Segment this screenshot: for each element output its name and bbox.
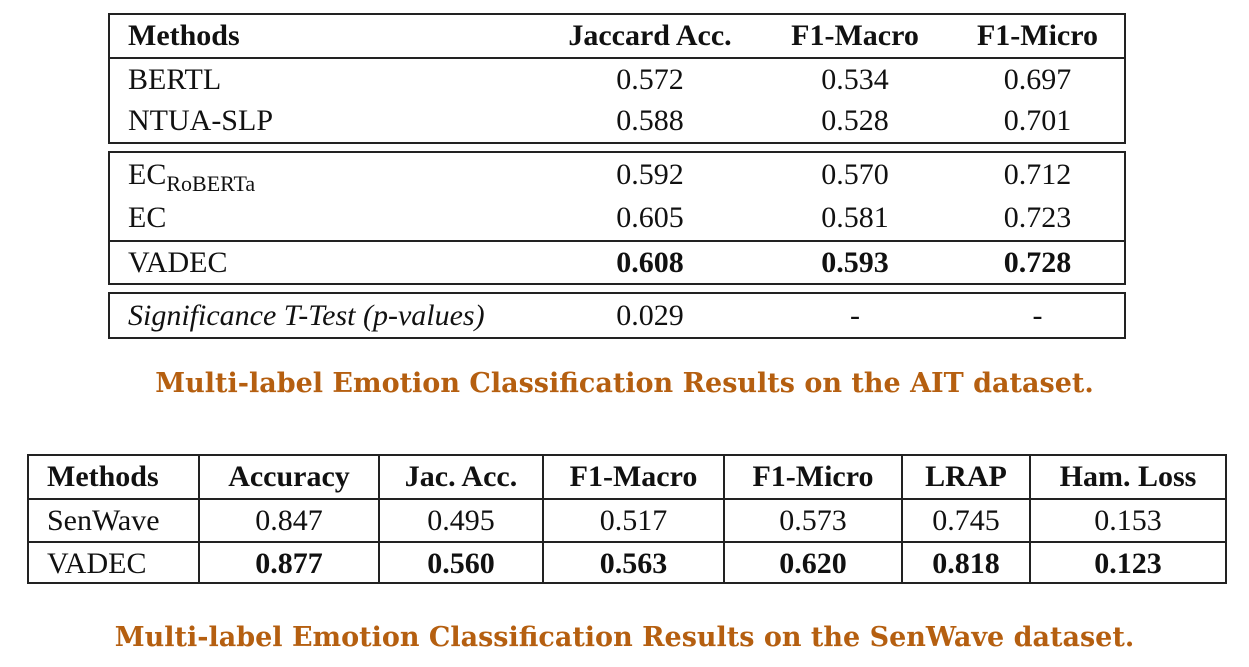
table2-header-ham-loss: Ham. Loss [1059,460,1197,493]
method-name: VADEC [128,246,228,279]
senwave-results-table: Methods Accuracy Jac. Acc. F1-Macro F1-M… [27,454,1227,584]
method-name-main: EC [128,158,167,191]
table2-header-jac-acc: Jac. Acc. [404,460,518,493]
table2-header-lrap: LRAP [925,460,1007,493]
f1-macro-value: 0.563 [599,546,668,580]
method-name: EC RoBERTa [128,153,255,197]
table1-block-baselines: Methods Jaccard Acc. F1-Macro F1-Micro B… [108,13,1126,144]
table1-header-methods: Methods [128,19,240,52]
f1-macro-value: 0.534 [821,63,889,96]
table-row: EC RoBERTa 0.592 0.570 0.712 [110,153,1124,197]
table2-header-f1-macro: F1-Macro [569,460,698,493]
jaccard-value: 0.572 [616,63,684,96]
lrap-value: 0.745 [932,503,1000,537]
f1-micro-value: 0.620 [779,546,847,580]
method-name-subscript: RoBERTa [166,171,256,196]
table-row: Significance T-Test (p-values) 0.029 - - [110,294,1124,337]
table-row: EC 0.605 0.581 0.723 [110,197,1124,239]
jac-acc-value: 0.495 [427,503,495,537]
table2-header-row: Methods Accuracy Jac. Acc. F1-Macro F1-M… [29,456,1225,498]
jac-acc-value: 0.560 [427,546,495,580]
lrap-value: 0.818 [932,546,1000,580]
f1-macro-value: 0.581 [821,201,889,234]
ham-loss-value: 0.123 [1094,546,1162,580]
table1-header-jaccard: Jaccard Acc. [568,19,732,52]
accuracy-value: 0.877 [255,546,323,580]
table-row: SenWave 0.847 0.495 0.517 0.573 0.745 0.… [29,500,1225,541]
table2-header-accuracy: Accuracy [228,460,350,493]
f1-micro-value: 0.701 [1003,104,1072,137]
jaccard-value: 0.029 [616,298,684,332]
f1-micro-value: 0.712 [1003,158,1072,191]
accuracy-value: 0.847 [255,503,323,537]
table1-block-significance: Significance T-Test (p-values) 0.029 - - [108,292,1126,339]
table2-caption: Multi-label Emotion Classification Resul… [114,622,1135,653]
table2-header-f1-micro: F1-Micro [752,460,874,493]
method-name: VADEC [47,546,147,580]
table1-caption: Multi-label Emotion Classification Resul… [155,368,1094,399]
table1-header-f1-micro: F1-Micro [976,19,1099,52]
method-name: NTUA-SLP [128,104,274,137]
f1-macro-value: 0.593 [821,246,889,279]
table1-header-f1-macro: F1-Macro [791,19,919,52]
jaccard-value: 0.608 [616,246,684,279]
f1-macro-value: - [850,298,860,332]
f1-micro-value: 0.697 [1003,63,1072,96]
method-name: SenWave [47,503,160,537]
method-name: EC [128,201,167,234]
ham-loss-value: 0.153 [1094,503,1162,537]
significance-label: Significance T-Test (p-values) [128,298,485,332]
table2-header-methods: Methods [47,460,159,493]
f1-micro-value: - [1032,298,1043,332]
f1-macro-value: 0.528 [821,104,889,137]
method-name: BERTL [128,63,222,96]
table1-block-proposed: EC RoBERTa 0.592 0.570 0.712 EC 0.605 0.5… [108,151,1126,285]
table1-header-row: Methods Jaccard Acc. F1-Macro F1-Micro [110,15,1124,57]
jaccard-value: 0.588 [616,104,684,137]
jaccard-value: 0.605 [616,201,684,234]
jaccard-value: 0.592 [616,158,684,191]
f1-macro-value: 0.517 [599,503,668,537]
f1-macro-value: 0.570 [821,158,889,191]
table-row: BERTL 0.572 0.534 0.697 [110,59,1124,101]
f1-micro-value: 0.728 [1003,246,1072,279]
f1-micro-value: 0.723 [1003,201,1072,234]
table-row: NTUA-SLP 0.588 0.528 0.701 [110,100,1124,142]
table-row: VADEC 0.877 0.560 0.563 0.620 0.818 0.12… [29,543,1225,584]
f1-micro-value: 0.573 [779,503,847,537]
table-row: VADEC 0.608 0.593 0.728 [110,242,1124,284]
